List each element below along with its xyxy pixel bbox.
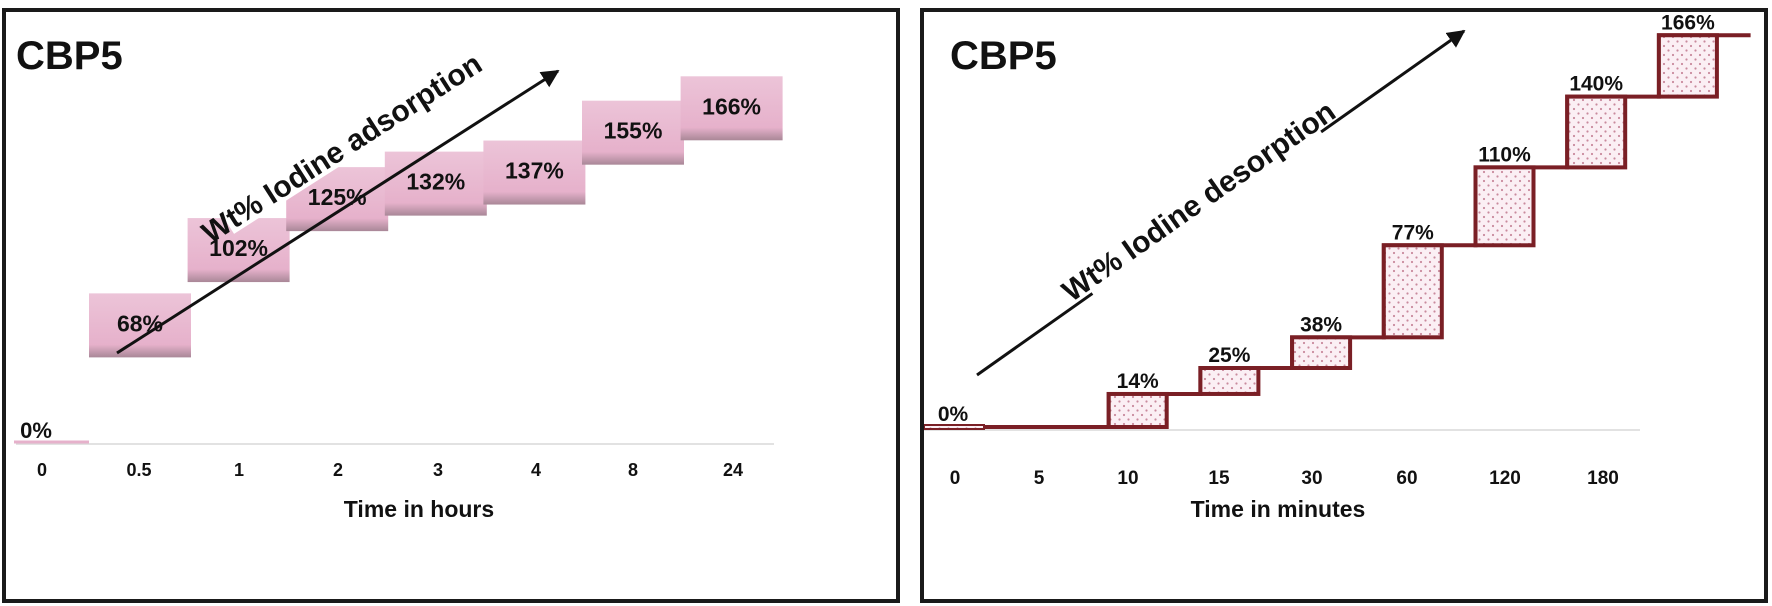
value-label: 166% bbox=[1661, 12, 1715, 34]
x-tick-label: 2 bbox=[333, 460, 343, 480]
chart-title: CBP5 bbox=[16, 34, 123, 78]
value-label: 14% bbox=[1117, 370, 1159, 393]
value-label: 102% bbox=[209, 235, 268, 261]
bar bbox=[384, 151, 487, 216]
value-label: 25% bbox=[1208, 344, 1250, 367]
x-tick-label: 4 bbox=[531, 460, 541, 480]
value-label: 68% bbox=[117, 310, 163, 336]
desorption-chart-panel: CBP5 0% 14% 25% 38% 77% 110% 140% 166% 0 5 10 15 30… bbox=[920, 8, 1768, 603]
x-tick-label: 0 bbox=[37, 460, 47, 480]
x-tick-label: 3 bbox=[433, 460, 443, 480]
bar bbox=[924, 424, 985, 430]
value-label: 110% bbox=[1478, 143, 1531, 166]
bar bbox=[483, 140, 586, 205]
x-tick-label: 60 bbox=[1396, 468, 1417, 489]
trend-annotation: Wt% Iodine desorption bbox=[1057, 95, 1342, 308]
bar bbox=[582, 100, 684, 165]
bar bbox=[89, 293, 191, 358]
value-label: 132% bbox=[406, 169, 465, 195]
x-tick-label: 0.5 bbox=[126, 460, 151, 480]
trend-arrow bbox=[116, 69, 560, 355]
bar bbox=[1198, 366, 1261, 396]
value-label: 140% bbox=[1569, 73, 1623, 96]
adsorption-chart-panel: CBP5 0% 68% 102% 125% 132% 137% 155% 166% 0 0.5 1… bbox=[2, 8, 900, 603]
x-tick-label: 0 bbox=[950, 468, 961, 489]
value-label: 77% bbox=[1392, 221, 1434, 244]
value-label: 38% bbox=[1300, 313, 1342, 336]
desorption-chart: 0% 14% 25% 38% 77% 110% 140% 166% 0 5 10 15 30 60 120… bbox=[924, 12, 1751, 522]
x-tick-label: 1 bbox=[234, 460, 244, 480]
chart-title: CBP5 bbox=[950, 34, 1057, 78]
bar bbox=[1106, 391, 1169, 429]
bar bbox=[1473, 165, 1536, 248]
x-tick-label: 24 bbox=[723, 460, 743, 480]
value-label: 0% bbox=[938, 403, 969, 426]
x-tick-label: 120 bbox=[1489, 468, 1521, 489]
value-label: 0% bbox=[20, 418, 52, 443]
bar bbox=[1381, 243, 1444, 340]
value-label: 166% bbox=[702, 93, 761, 119]
bar bbox=[1656, 33, 1719, 99]
x-axis-label: Time in minutes bbox=[1191, 496, 1366, 522]
bar bbox=[680, 76, 783, 141]
bar bbox=[1290, 335, 1353, 371]
value-label: 125% bbox=[308, 184, 367, 210]
x-tick-label: 5 bbox=[1034, 468, 1045, 489]
adsorption-chart: 0% 68% 102% 125% 132% 137% 155% 166% 0 0.5 1 2 3 4 8 2… bbox=[14, 43, 783, 522]
x-tick-label: 30 bbox=[1301, 468, 1322, 489]
x-tick-label: 10 bbox=[1117, 468, 1138, 489]
value-label: 137% bbox=[505, 158, 564, 184]
x-tick-label: 8 bbox=[628, 460, 638, 480]
x-axis-label: Time in hours bbox=[344, 496, 494, 522]
bar bbox=[1565, 94, 1628, 170]
value-label: 155% bbox=[604, 118, 663, 144]
x-tick-label: 180 bbox=[1587, 468, 1619, 489]
x-tick-label: 15 bbox=[1208, 468, 1230, 489]
